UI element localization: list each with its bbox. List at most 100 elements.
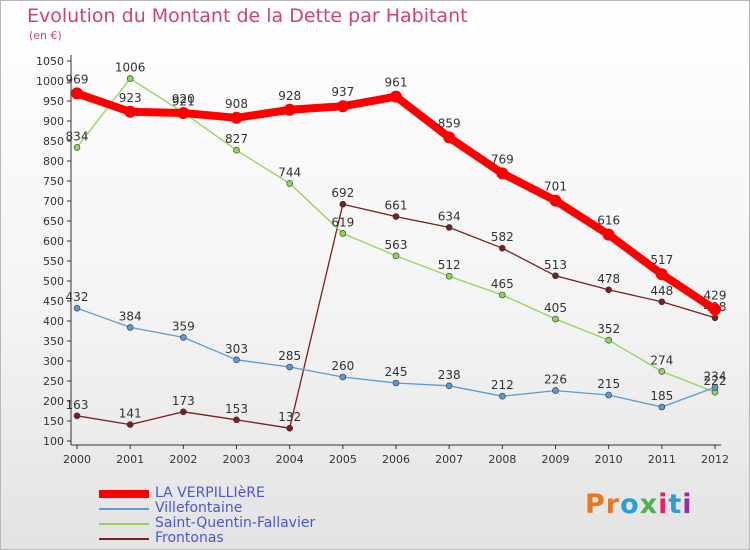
data-point bbox=[286, 363, 293, 371]
legend-label: Saint-Quentin-Fallavier bbox=[155, 515, 316, 531]
data-label: 923 bbox=[119, 91, 142, 105]
data-point bbox=[499, 291, 506, 299]
data-point bbox=[445, 382, 453, 390]
y-tick-label: 550 bbox=[43, 255, 64, 268]
chart-unit: (en €) bbox=[29, 29, 62, 42]
data-point bbox=[711, 314, 719, 322]
data-point bbox=[73, 304, 81, 312]
data-label: 692 bbox=[331, 186, 354, 200]
data-point bbox=[233, 146, 240, 154]
data-point bbox=[445, 224, 453, 231]
data-label: 274 bbox=[650, 353, 673, 367]
data-label: 226 bbox=[544, 373, 567, 387]
data-label: 448 bbox=[650, 284, 673, 298]
y-tick-label: 200 bbox=[43, 395, 64, 408]
data-label: 405 bbox=[544, 301, 567, 315]
data-point bbox=[445, 272, 453, 280]
data-point bbox=[233, 416, 240, 424]
data-point bbox=[339, 373, 347, 381]
chart-title: Evolution du Montant de la Dette par Hab… bbox=[27, 5, 468, 27]
data-point bbox=[126, 75, 134, 82]
y-tick-label: 150 bbox=[43, 415, 64, 428]
legend-swatch bbox=[99, 507, 149, 510]
data-label: 285 bbox=[278, 349, 301, 363]
data-label: 701 bbox=[544, 180, 567, 194]
data-point bbox=[392, 379, 400, 387]
data-label: 928 bbox=[278, 89, 301, 103]
data-label: 563 bbox=[385, 238, 408, 252]
data-label: 173 bbox=[172, 394, 195, 408]
data-point bbox=[658, 298, 666, 306]
data-point bbox=[655, 268, 668, 281]
y-tick-label: 650 bbox=[43, 215, 64, 228]
data-point bbox=[499, 392, 506, 400]
data-point bbox=[180, 334, 187, 341]
data-label: 352 bbox=[597, 322, 620, 336]
legend-swatch bbox=[99, 537, 149, 540]
data-label: 141 bbox=[119, 407, 142, 421]
data-label: 512 bbox=[438, 258, 461, 272]
data-point bbox=[549, 194, 562, 207]
data-label: 834 bbox=[66, 129, 89, 143]
data-label: 582 bbox=[491, 230, 514, 244]
logo-letter: i bbox=[682, 489, 693, 520]
logo-letter: P bbox=[585, 489, 606, 520]
data-label: 478 bbox=[597, 272, 620, 286]
data-label: 661 bbox=[385, 199, 408, 213]
data-point bbox=[392, 252, 400, 260]
data-point bbox=[73, 144, 81, 151]
data-label: 513 bbox=[544, 258, 567, 272]
legend-item: Frontonas bbox=[99, 531, 315, 546]
data-label: 1006 bbox=[115, 61, 146, 75]
data-label: 827 bbox=[225, 132, 248, 146]
chart-legend: LA VERPILLIèRE Villefontaine Saint-Quentin… bbox=[99, 486, 315, 546]
data-label: 359 bbox=[172, 319, 195, 333]
data-label: 769 bbox=[491, 152, 514, 166]
data-label: 234 bbox=[704, 369, 727, 383]
y-tick-label: 400 bbox=[43, 315, 64, 328]
logo-letter: i bbox=[658, 489, 669, 520]
y-tick-label: 900 bbox=[43, 115, 64, 128]
data-label: 616 bbox=[597, 214, 620, 228]
data-label: 429 bbox=[704, 288, 727, 302]
legend-label: LA VERPILLIèRE bbox=[155, 485, 265, 501]
data-label: 619 bbox=[331, 215, 354, 229]
data-label: 859 bbox=[438, 116, 461, 130]
data-point bbox=[124, 105, 137, 118]
data-label: 132 bbox=[278, 410, 301, 424]
x-tick-label: 2003 bbox=[223, 453, 251, 466]
data-label: 937 bbox=[331, 85, 354, 99]
x-tick-label: 2006 bbox=[382, 453, 410, 466]
data-label: 517 bbox=[650, 253, 673, 267]
proxiti-logo[interactable]: Proxiti bbox=[585, 489, 693, 520]
x-tick-label: 2011 bbox=[648, 453, 676, 466]
data-point bbox=[605, 336, 612, 344]
data-label: 921 bbox=[172, 95, 195, 109]
legend-item: Saint-Quentin-Fallavier bbox=[99, 516, 315, 531]
logo-letter: x bbox=[639, 489, 659, 520]
y-tick-label: 1050 bbox=[36, 55, 64, 68]
data-point bbox=[390, 90, 402, 103]
data-point bbox=[496, 167, 509, 180]
data-point bbox=[552, 272, 559, 280]
x-tick-label: 2000 bbox=[63, 453, 91, 466]
y-tick-label: 250 bbox=[43, 375, 64, 388]
data-point bbox=[230, 111, 243, 124]
data-label: 222 bbox=[704, 374, 727, 388]
data-point bbox=[552, 315, 559, 323]
x-tick-label: 2001 bbox=[116, 453, 144, 466]
logo-letter: t bbox=[668, 489, 683, 520]
data-label: 432 bbox=[66, 290, 89, 304]
data-point bbox=[71, 87, 83, 100]
data-label: 163 bbox=[66, 398, 89, 412]
data-label: 303 bbox=[225, 342, 248, 356]
data-point bbox=[286, 424, 293, 432]
legend-label: Villefontaine bbox=[155, 500, 243, 516]
logo-letter: o bbox=[620, 489, 640, 520]
x-tick-label: 2008 bbox=[488, 453, 516, 466]
series-line bbox=[76, 77, 716, 393]
data-point bbox=[709, 303, 721, 316]
data-point bbox=[283, 103, 296, 116]
y-tick-label: 800 bbox=[43, 155, 64, 168]
